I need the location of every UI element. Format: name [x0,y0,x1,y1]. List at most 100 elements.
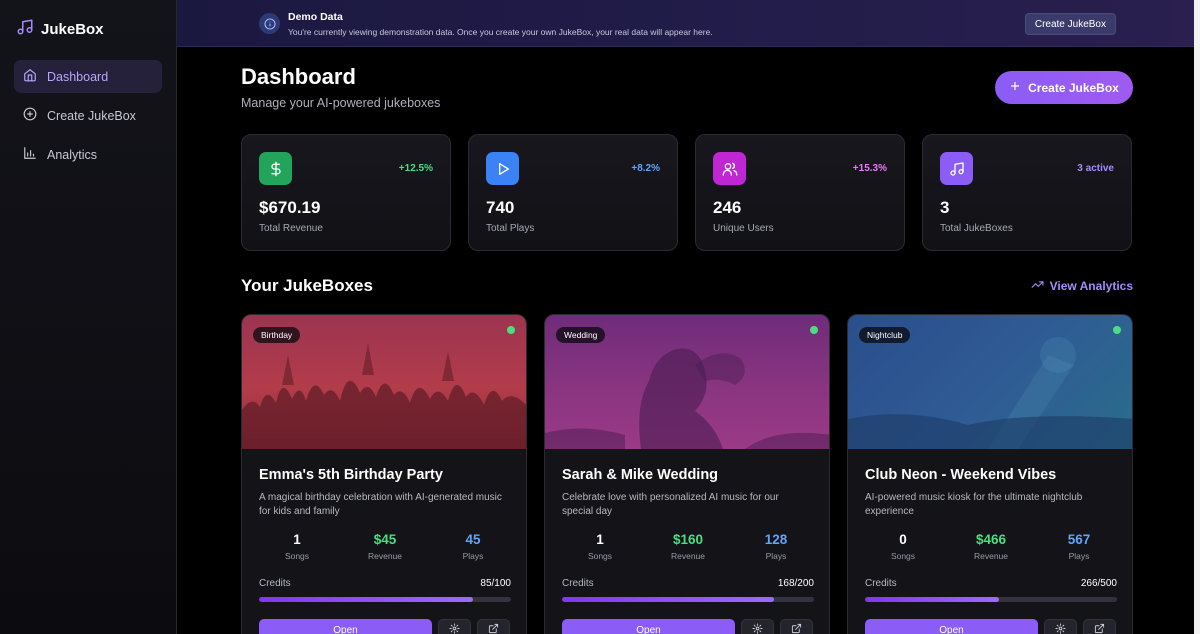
metric-revenue: $160 Revenue [650,532,726,561]
category-badge: Wedding [556,327,606,343]
metric-plays: 567 Plays [1041,532,1117,561]
sidebar-item-create-jukebox[interactable]: Create JukeBox [14,99,162,132]
external-link-icon [791,621,802,634]
view-analytics-label: View Analytics [1049,279,1133,293]
open-button[interactable]: Open [865,619,1038,634]
metric-value: 0 [899,532,907,547]
metric-plays: 128 Plays [738,532,814,561]
credits-progress-bar [865,597,1117,602]
settings-button[interactable] [438,619,471,634]
brand[interactable]: JukeBox [14,18,162,40]
metric-songs: 1 Songs [562,532,638,561]
create-jukebox-button[interactable]: Create JukeBox [995,71,1133,104]
settings-button[interactable] [1044,619,1077,634]
category-badge: Nightclub [859,327,911,343]
stat-label: Unique Users [713,223,774,234]
metric-label: Plays [462,551,484,561]
users-icon [713,152,746,185]
stat-label: Total JukeBoxes [940,223,1013,234]
stat-change: +12.5% [398,163,433,174]
metric-value: $160 [672,532,704,547]
status-indicator [507,326,515,334]
metric-value: $45 [373,532,397,547]
sidebar-nav: Dashboard Create JukeBox Analytics [14,60,162,171]
sidebar-item-label: Create JukeBox [47,108,136,123]
credits-label: Credits [259,578,291,589]
gear-icon [752,621,763,634]
metric-label: Songs [890,551,916,561]
sidebar: JukeBox Dashboard Create JukeBox Analyti… [0,0,177,634]
external-link-button[interactable] [780,619,813,634]
jukebox-card[interactable]: Wedding Sarah & Mike Wedding Celebrate l… [544,314,830,634]
metric-value: 45 [465,532,481,547]
stat-value: 740 [486,198,515,217]
jukebox-cover-image: Birthday [242,315,526,449]
page-subtitle: Manage your AI-powered jukeboxes [241,96,441,110]
metric-plays: 45 Plays [435,532,511,561]
home-icon [23,68,37,85]
jukebox-actions: Open [562,619,813,634]
credits-value: 266/500 [1080,578,1117,589]
metric-value: 567 [1067,532,1091,547]
jukebox-grid: Birthday Emma's 5th Birthday Party A mag… [241,314,1133,634]
credits-row: Credits 266/500 [865,578,1117,589]
metric-label: Revenue [973,551,1009,561]
play-icon [486,152,519,185]
jukebox-actions: Open [259,619,510,634]
open-button[interactable]: Open [562,619,735,634]
view-analytics-link[interactable]: View Analytics [1031,278,1133,294]
stat-value: 3 [940,198,950,217]
external-link-button[interactable] [1083,619,1116,634]
credits-label: Credits [865,578,897,589]
metric-label: Songs [284,551,310,561]
sidebar-item-analytics[interactable]: Analytics [14,138,162,171]
sidebar-item-dashboard[interactable]: Dashboard [14,60,162,93]
metric-label: Revenue [367,551,403,561]
music-note-icon [940,152,973,185]
banner-subtitle: You're currently viewing demonstration d… [288,27,713,37]
music-note-icon [16,18,34,41]
external-link-button[interactable] [477,619,510,634]
settings-button[interactable] [741,619,774,634]
jukebox-metrics: 1 Songs $160 Revenue 128 Plays [562,532,814,561]
demo-banner: Demo Data You're currently viewing demon… [177,0,1200,47]
open-button[interactable]: Open [259,619,432,634]
jukebox-metrics: 1 Songs $45 Revenue 45 Plays [259,532,511,561]
metric-value: 128 [764,532,788,547]
metric-value: $466 [975,532,1007,547]
gear-icon [1055,621,1066,634]
sidebar-item-label: Analytics [47,147,98,162]
external-link-icon [488,621,499,634]
stat-card-jukeboxes: 3 active 3 Total JukeBoxes [922,134,1132,251]
jukebox-card[interactable]: Birthday Emma's 5th Birthday Party A mag… [241,314,527,634]
jukebox-title: Emma's 5th Birthday Party [259,467,443,483]
credits-progress-fill [259,597,474,602]
info-icon [259,13,280,34]
page-title: Dashboard [241,64,356,89]
banner-create-button[interactable]: Create JukeBox [1024,13,1116,35]
status-indicator [1113,326,1121,334]
credits-row: Credits 168/200 [562,578,814,589]
credits-value: 85/100 [480,578,511,589]
jukebox-description: Celebrate love with personalized AI musi… [562,492,779,517]
metric-revenue: $45 Revenue [347,532,423,561]
credits-progress-bar [562,597,814,602]
metric-label: Songs [587,551,613,561]
credits-progress-fill [865,597,1000,602]
credits-progress-fill [562,597,774,602]
stat-card-users: +15.3% 246 Unique Users [695,134,905,251]
scrollbar[interactable] [1194,0,1200,634]
metric-value: 1 [293,532,301,547]
stats-row: +12.5% $670.19 Total Revenue +8.2% 740 T… [241,134,1132,251]
sidebar-item-label: Dashboard [47,69,109,84]
stat-change: 3 active [1077,163,1114,174]
credits-value: 168/200 [777,578,814,589]
metric-songs: 1 Songs [259,532,335,561]
external-link-icon [1094,621,1105,634]
dollar-icon [259,152,292,185]
metric-revenue: $466 Revenue [953,532,1029,561]
credits-row: Credits 85/100 [259,578,511,589]
jukebox-card[interactable]: Nightclub Club Neon - Weekend Vibes AI-p… [847,314,1133,634]
jukebox-metrics: 0 Songs $466 Revenue 567 Plays [865,532,1117,561]
jukebox-title: Sarah & Mike Wedding [562,467,719,483]
